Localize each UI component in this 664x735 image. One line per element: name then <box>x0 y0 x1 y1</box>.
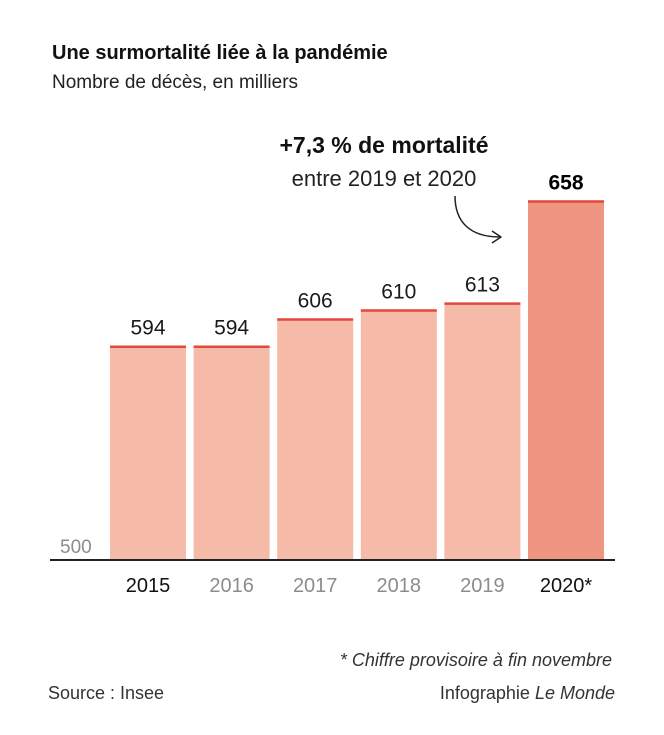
x-tick-label: 2017 <box>293 575 338 597</box>
arrowhead-icon <box>491 230 502 244</box>
bar-2015 <box>110 346 186 560</box>
chart-title: Une surmortalité liée à la pandémie <box>52 42 388 64</box>
chart-subtitle: Nombre de décès, en milliers <box>52 72 298 93</box>
bar-2017 <box>277 319 354 560</box>
bar-2018 <box>360 310 437 560</box>
value-label: 594 <box>130 317 165 340</box>
value-label: 606 <box>298 290 333 313</box>
x-tick-label: 2018 <box>377 575 422 597</box>
credit-prefix: Infographie <box>440 683 530 703</box>
value-label: 594 <box>214 317 249 340</box>
bar-2020 <box>528 201 604 560</box>
x-tick-label: 2015 <box>126 575 171 597</box>
credit-label: Infographie Le Monde <box>440 683 615 703</box>
x-tick-label: 2020* <box>540 575 592 597</box>
source-label: Source : Insee <box>48 683 164 703</box>
annotation-headline: +7,3 % de mortalité <box>280 132 489 158</box>
bar-2019 <box>444 303 521 560</box>
bar-2016 <box>193 346 270 560</box>
value-label: 658 <box>548 172 583 195</box>
annotation: +7,3 % de mortalité entre 2019 et 2020 <box>280 132 502 244</box>
value-label: 610 <box>381 280 416 303</box>
footnote: * Chiffre provisoire à fin novembre <box>340 650 612 670</box>
x-tick-labels: 2015 2016 2017 2018 2019 2020* <box>126 575 593 597</box>
annotation-arrow <box>454 195 501 238</box>
credit-name: Le Monde <box>535 683 615 703</box>
x-tick-label: 2016 <box>209 575 254 597</box>
value-label: 613 <box>465 274 500 297</box>
x-tick-label: 2019 <box>460 575 505 597</box>
bar-series: 594 594 606 610 613 658 <box>110 172 604 560</box>
annotation-detail: entre 2019 et 2020 <box>292 166 477 191</box>
y-tick-label: 500 <box>60 537 92 558</box>
